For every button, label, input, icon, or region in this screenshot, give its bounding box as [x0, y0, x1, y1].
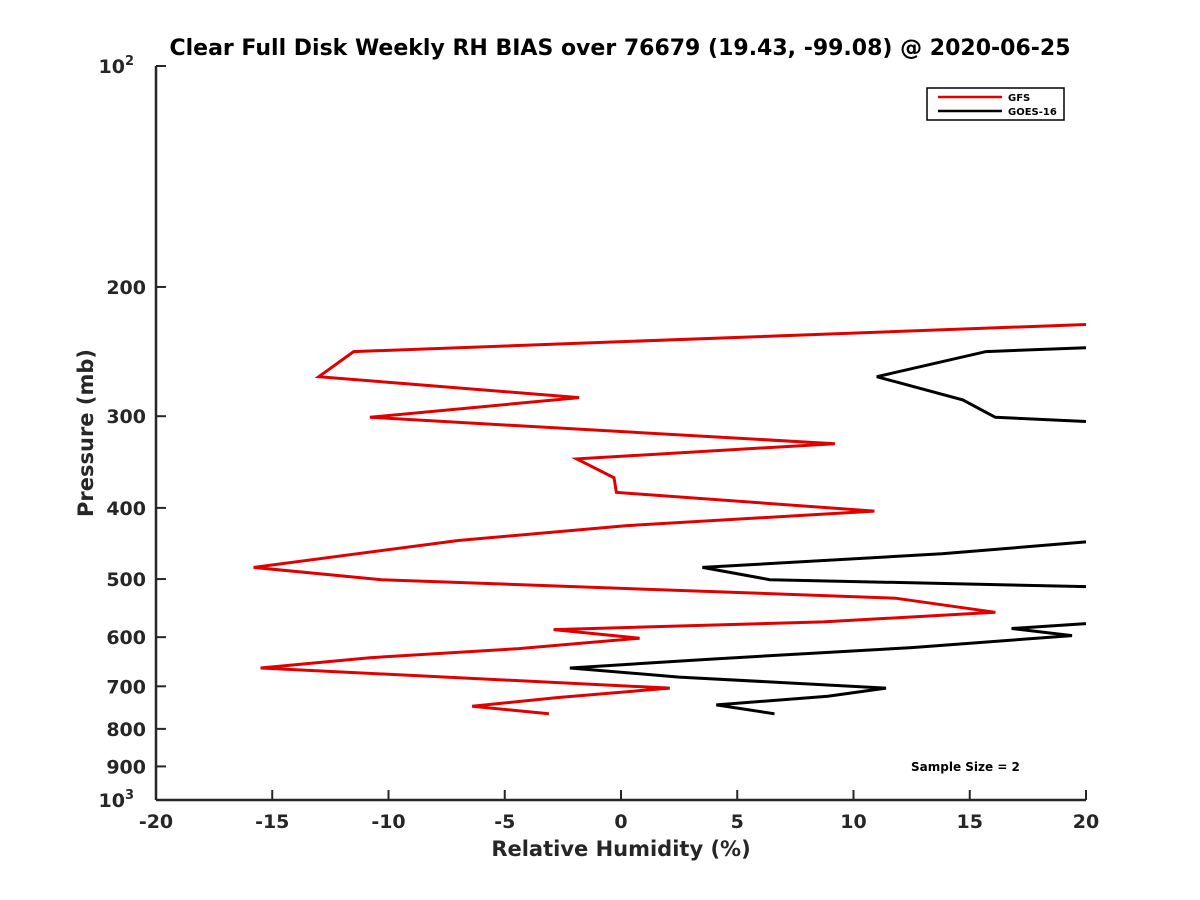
series-line-gfs: [253, 323, 1087, 716]
series-group: [253, 323, 1087, 716]
y-axis-ticks: 102 200 300 400 500 600 700 800 900 103: [99, 54, 166, 812]
x-tick-label: 15: [957, 811, 983, 833]
y-tick-label: 103: [99, 788, 135, 812]
y-tick-label: 200: [106, 277, 146, 299]
x-tick-label: 20: [1073, 811, 1099, 833]
y-tick-label: 900: [106, 756, 146, 778]
x-axis-ticks: -20 -15 -10 -5 0 5 10 15 20: [139, 790, 1099, 833]
y-tick-label: 500: [106, 569, 146, 591]
series-line-goes-16: [569, 346, 1087, 716]
x-tick-label: -20: [139, 811, 173, 833]
y-tick-label: 800: [106, 719, 146, 741]
x-tick-label: -15: [255, 811, 289, 833]
legend-label-gfs: GFS: [1008, 93, 1030, 104]
legend: GFS GOES-16: [926, 87, 1065, 121]
chart-title: Clear Full Disk Weekly RH BIAS over 7667…: [169, 36, 1070, 61]
x-tick-label: 5: [731, 811, 744, 833]
y-tick-label: 102: [99, 54, 135, 78]
legend-box: [926, 87, 1065, 121]
x-tick-label: 0: [614, 811, 627, 833]
y-tick-label: 300: [106, 406, 146, 428]
y-axis-label: Pressure (mb): [74, 349, 98, 517]
sample-size-annotation: Sample Size = 2: [911, 760, 1020, 774]
y-tick-label: 600: [106, 627, 146, 649]
x-tick-label: 10: [840, 811, 866, 833]
y-tick-label: 400: [106, 498, 146, 520]
x-tick-label: -10: [371, 811, 405, 833]
x-axis-label: Relative Humidity (%): [491, 837, 750, 861]
legend-label-goes16: GOES-16: [1008, 107, 1057, 118]
x-tick-label: -5: [494, 811, 515, 833]
y-tick-label: 700: [106, 676, 146, 698]
